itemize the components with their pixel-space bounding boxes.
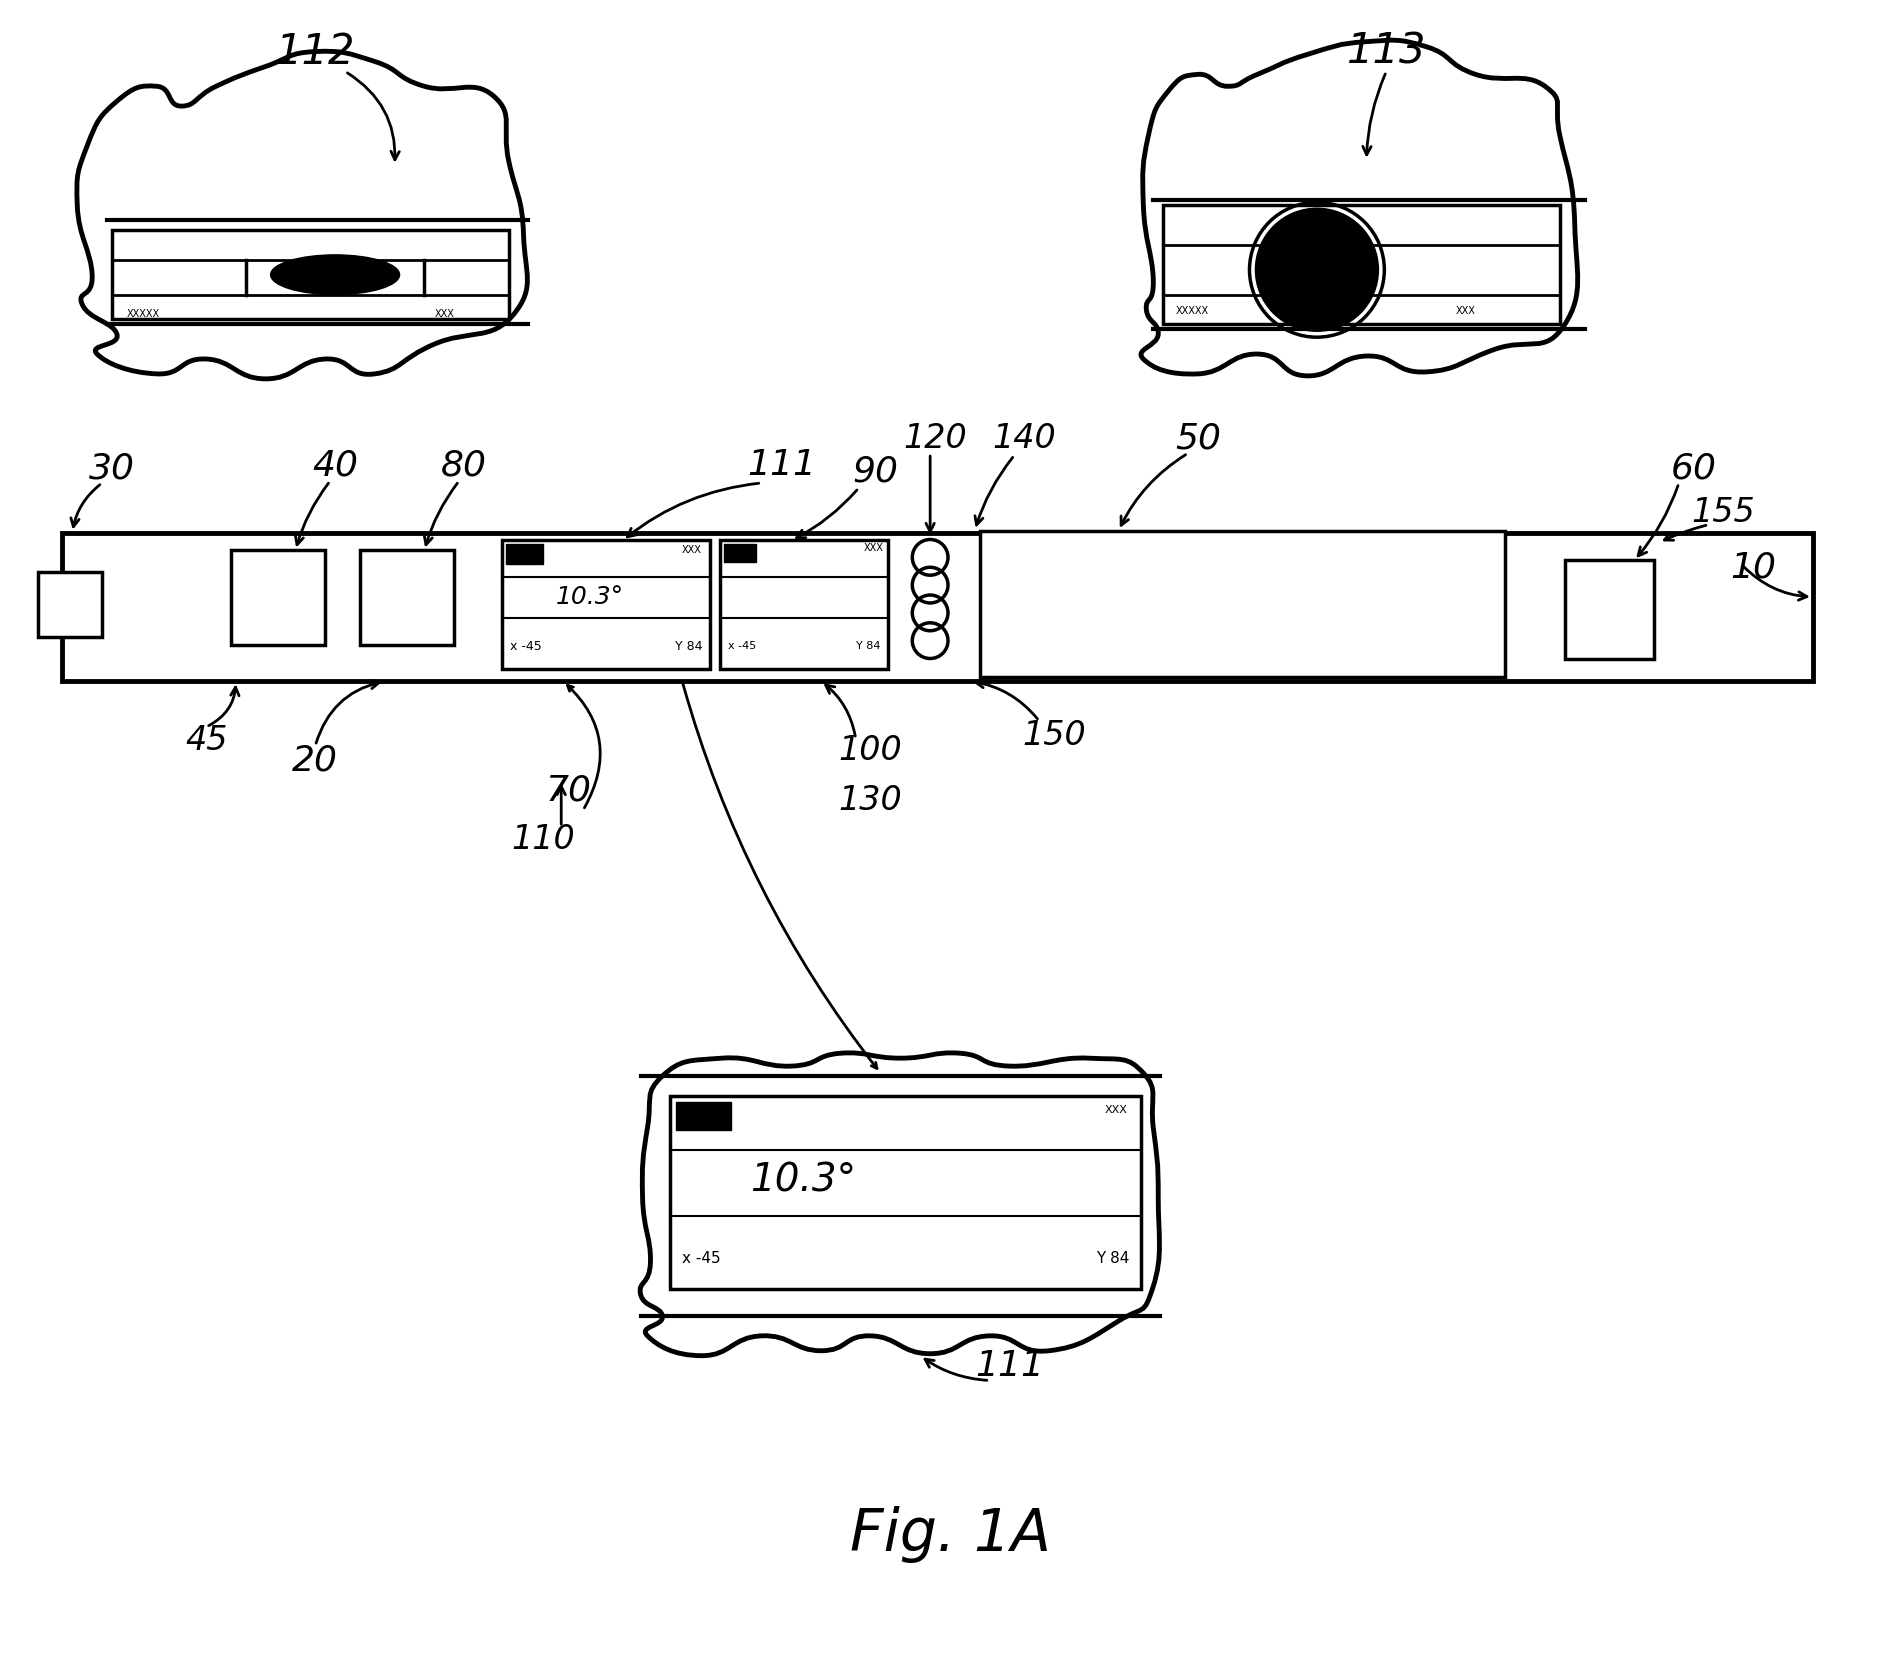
Text: 30: 30 [89, 451, 135, 485]
Bar [1164, 205, 1560, 324]
Text: x -45: x -45 [682, 1250, 720, 1265]
Text: 10.3°: 10.3° [557, 586, 623, 609]
Text: 111: 111 [747, 448, 817, 482]
Bar [38, 572, 102, 636]
Bar [724, 544, 756, 562]
Bar [1565, 560, 1654, 659]
Bar [502, 540, 711, 670]
Bar [112, 230, 508, 319]
Ellipse shape [271, 255, 400, 295]
PathPatch shape [78, 52, 527, 379]
Text: x -45: x -45 [728, 641, 756, 651]
Text: Y 84: Y 84 [857, 641, 881, 651]
Text: 111: 111 [976, 1349, 1044, 1383]
Text: 100: 100 [839, 735, 902, 767]
Text: 20: 20 [292, 743, 339, 777]
Bar [980, 530, 1505, 678]
Text: 155: 155 [1692, 497, 1755, 529]
Text: XXX: XXX [1455, 307, 1476, 317]
Text: 130: 130 [839, 784, 902, 817]
Text: Y 84: Y 84 [1095, 1250, 1129, 1265]
Text: 70: 70 [546, 774, 591, 807]
Circle shape [1254, 208, 1378, 331]
Text: Fig. 1A: Fig. 1A [849, 1505, 1050, 1562]
PathPatch shape [641, 1052, 1160, 1356]
Text: XXXXX: XXXXX [1177, 307, 1209, 317]
Text: XXXXX: XXXXX [127, 309, 159, 319]
Bar [360, 550, 455, 644]
Text: 90: 90 [853, 455, 898, 488]
Text: XXX: XXX [864, 544, 883, 554]
Text: 112: 112 [275, 30, 354, 72]
Text: 140: 140 [993, 421, 1056, 455]
Bar [506, 544, 544, 564]
Text: 40: 40 [313, 448, 358, 482]
Text: 113: 113 [1347, 30, 1427, 72]
Bar [677, 1102, 731, 1129]
Text: Y 84: Y 84 [675, 639, 701, 653]
Text: 80: 80 [442, 448, 487, 482]
Text: 60: 60 [1671, 451, 1717, 485]
Bar [231, 550, 326, 644]
Text: XXX: XXX [434, 309, 455, 319]
PathPatch shape [1141, 40, 1579, 376]
Text: 120: 120 [904, 421, 966, 455]
Bar [63, 532, 1814, 681]
Text: 110: 110 [512, 824, 576, 856]
Text: 10: 10 [1730, 550, 1776, 584]
Bar [720, 540, 889, 670]
Text: 50: 50 [1175, 421, 1220, 455]
Text: x -45: x -45 [510, 639, 542, 653]
Bar [671, 1096, 1141, 1289]
Text: XXX: XXX [682, 545, 701, 555]
Text: 45: 45 [186, 725, 227, 757]
Text: 10.3°: 10.3° [750, 1161, 857, 1200]
Text: XXX: XXX [1105, 1104, 1128, 1114]
Text: 150: 150 [1021, 720, 1086, 752]
